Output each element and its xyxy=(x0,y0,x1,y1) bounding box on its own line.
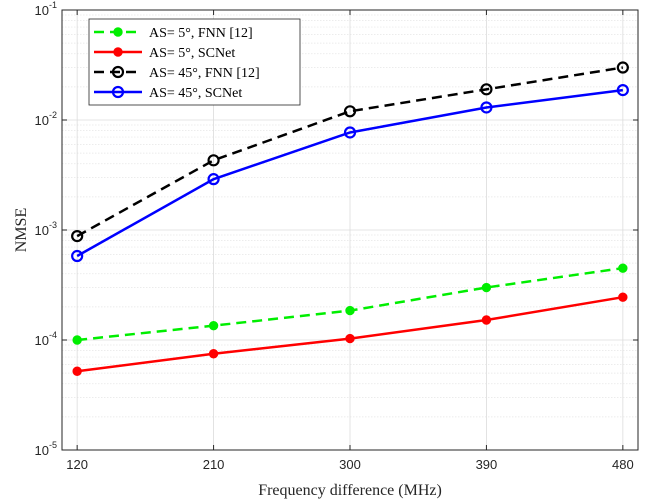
data-point xyxy=(207,173,220,186)
y-tick-exponent: -5 xyxy=(49,440,57,450)
y-tick-exponent: -1 xyxy=(49,0,57,10)
data-point xyxy=(480,101,493,114)
series-3 xyxy=(71,83,629,263)
y-tick-label: 10-5 xyxy=(35,440,57,458)
y-tick-base: 10 xyxy=(35,333,49,348)
data-point xyxy=(481,315,492,325)
series-1 xyxy=(72,292,628,376)
legend-label: AS= 5°, SCNet xyxy=(149,46,235,61)
data-point xyxy=(208,349,219,359)
data-point xyxy=(481,282,492,293)
data-point xyxy=(72,335,82,345)
legend-marker xyxy=(111,85,125,99)
y-tick-base: 10 xyxy=(35,443,49,458)
y-tick-base: 10 xyxy=(35,3,49,18)
legend-entry: AS= 5°, FNN [12] xyxy=(94,26,253,41)
legend-entry: AS= 45°, SCNet xyxy=(94,85,242,101)
data-point xyxy=(71,249,84,263)
x-tick-label: 480 xyxy=(612,457,634,472)
y-tick-label: 10-3 xyxy=(35,220,57,238)
series-0 xyxy=(72,263,628,345)
series-2 xyxy=(71,61,629,243)
legend-label: AS= 5°, FNN [12] xyxy=(149,26,253,41)
series-line xyxy=(76,66,624,238)
data-point xyxy=(71,230,84,243)
legend-entry: AS= 45°, FNN [12] xyxy=(94,65,260,81)
y-axis-label: NMSE xyxy=(13,208,30,252)
legend-marker xyxy=(113,47,123,57)
legend-label: AS= 45°, SCNet xyxy=(149,86,242,101)
y-tick-base: 10 xyxy=(35,113,49,128)
data-point xyxy=(207,154,220,167)
data-point xyxy=(343,126,357,139)
legend-entry: AS= 5°, SCNet xyxy=(94,46,235,61)
data-point xyxy=(72,366,82,376)
y-tick-label: 10-4 xyxy=(35,330,57,348)
y-tick-exponent: -4 xyxy=(49,330,57,340)
data-point xyxy=(618,263,628,273)
data-point xyxy=(345,305,355,316)
y-tick-label: 10-2 xyxy=(35,110,57,128)
data-point xyxy=(616,83,629,97)
y-axis-ticks: 10-510-410-310-210-1 xyxy=(35,0,638,458)
legend-label: AS= 45°, FNN [12] xyxy=(149,66,260,81)
x-axis-ticks: 120 210 300 390 480 xyxy=(66,10,634,472)
legend-marker xyxy=(111,65,125,79)
grid-lines xyxy=(62,9,638,451)
data-point xyxy=(208,320,219,331)
data-point xyxy=(618,292,628,302)
legend-marker xyxy=(113,27,123,37)
y-tick-base: 10 xyxy=(35,223,49,238)
y-tick-exponent: -2 xyxy=(49,110,57,120)
y-tick-label: 10-1 xyxy=(35,0,57,18)
x-tick-label: 300 xyxy=(339,457,361,472)
data-point xyxy=(343,105,357,118)
series-line xyxy=(76,88,623,258)
x-tick-label: 210 xyxy=(203,457,225,472)
legend-box xyxy=(88,18,301,106)
y-tick-exponent: -3 xyxy=(49,220,57,230)
data-point xyxy=(616,61,629,74)
x-tick-label: 120 xyxy=(66,457,88,472)
data-point xyxy=(345,333,355,344)
legend: AS= 5°, FNN [12] AS= 5°, SCNet AS= 45°, FN… xyxy=(88,18,301,106)
x-tick-label: 390 xyxy=(476,457,498,472)
x-axis-label: Frequency difference (MHz) xyxy=(258,482,442,499)
series-layer xyxy=(71,61,629,376)
data-point xyxy=(480,83,493,96)
